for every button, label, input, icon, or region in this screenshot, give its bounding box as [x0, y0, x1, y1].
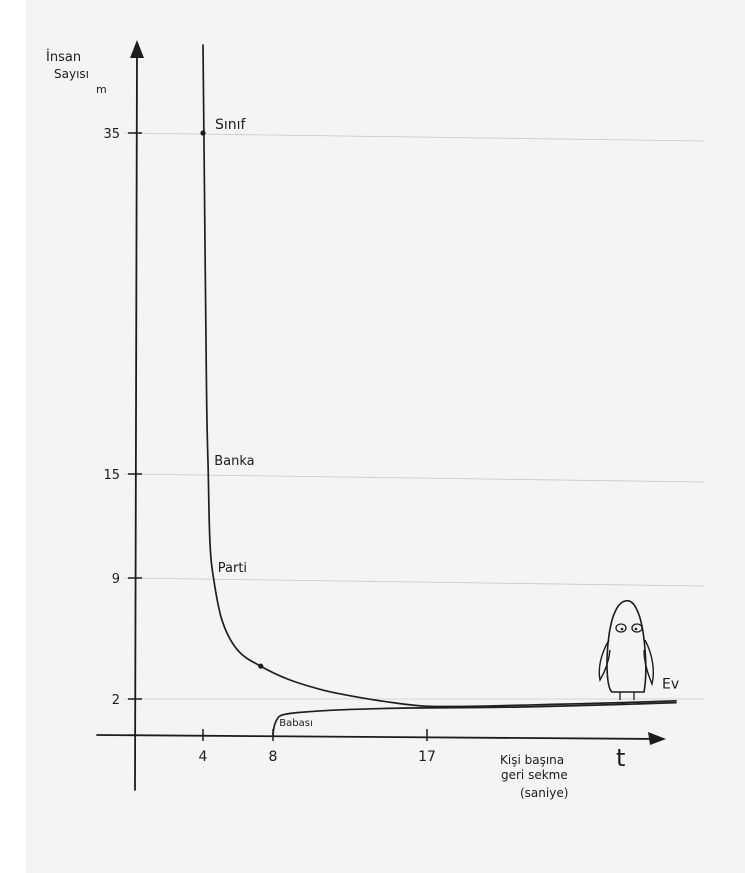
tick-label-x-17: 17 [418, 749, 436, 765]
series-line-2 [272, 701, 677, 737]
penguin-right-pupil [634, 627, 638, 631]
penguin-ghost-illustration [598, 600, 654, 700]
series-line-1 [202, 44, 677, 708]
axis-labels: İnsan Sayısı m Kişi başına geri sekme (s… [46, 49, 625, 800]
point-label-1: Sınıf [215, 117, 247, 133]
x-axis-label-line-3: (saniye) [520, 786, 568, 800]
point-marker-4 [258, 663, 264, 669]
penguin-left-eye [615, 623, 627, 633]
tick-label-x-4: 4 [199, 749, 208, 765]
penguin-body [606, 600, 647, 693]
gridline-y-35 [124, 132, 705, 142]
x-axis-label-line-1: Kişi başına [500, 753, 564, 767]
x-axis-arrowhead [648, 732, 666, 745]
x-axis-symbol: t [616, 744, 625, 772]
penguin-left-flipper [598, 639, 611, 682]
y-axis-label-line-3: m [96, 83, 107, 96]
gridlines [124, 132, 705, 700]
axes [96, 40, 666, 791]
penguin-left-pupil [620, 627, 624, 631]
penguin-right-flipper [643, 639, 654, 687]
tick-label-y-15: 15 [103, 468, 120, 483]
y-axis-label-line-2: Sayısı [54, 67, 89, 81]
gridline-y-15 [124, 473, 705, 483]
tick-label-y-35: 35 [103, 127, 120, 142]
penguin-right-eye [631, 623, 643, 633]
ticks: 2 9 15 35 4 8 17 [103, 127, 435, 765]
y-axis-arrowhead [130, 40, 144, 58]
point-label-3: Parti [218, 561, 247, 576]
x-axis [96, 734, 663, 740]
tick-label-x-8: 8 [269, 749, 278, 765]
gridline-y-9 [124, 577, 705, 587]
annotation-points: Sınıf Banka Parti Babası Ev [200, 117, 679, 729]
point-marker-1 [200, 130, 206, 136]
series [202, 44, 677, 737]
point-label-2: Banka [214, 454, 254, 469]
point-label-6: Ev [662, 676, 679, 692]
point-label-5: Babası [279, 718, 312, 729]
tick-label-y-9: 9 [112, 572, 120, 587]
tick-label-y-2: 2 [112, 693, 120, 708]
x-axis-label-line-2: geri sekme [501, 768, 568, 782]
y-axis [134, 49, 138, 791]
y-axis-label-line-1: İnsan [46, 49, 81, 65]
